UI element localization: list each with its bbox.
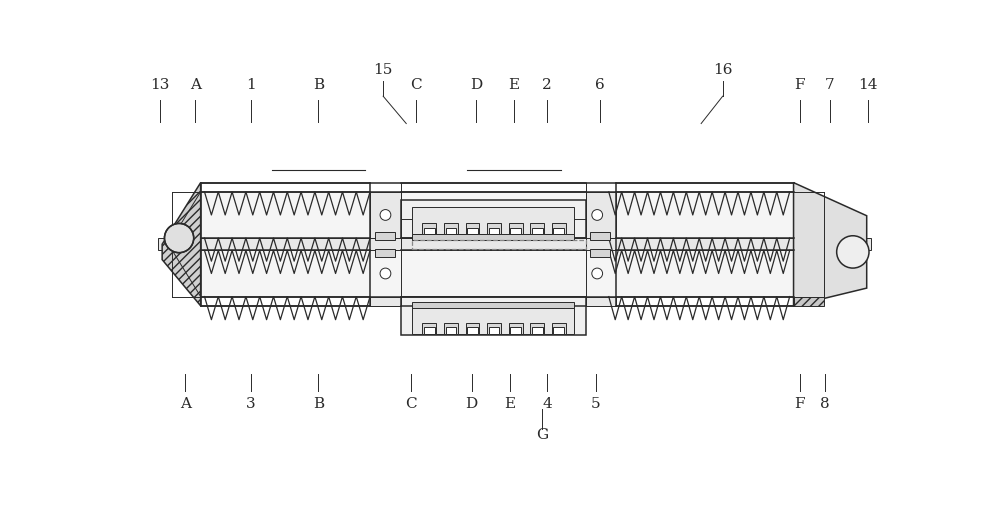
Circle shape <box>592 210 603 220</box>
Text: C: C <box>410 78 422 92</box>
Text: 2: 2 <box>542 78 552 92</box>
Bar <box>467 327 478 334</box>
Bar <box>489 228 499 234</box>
Circle shape <box>380 268 391 279</box>
Bar <box>422 323 436 334</box>
Bar <box>487 323 501 334</box>
Bar <box>412 307 574 334</box>
Bar <box>424 327 435 334</box>
Bar <box>530 323 544 334</box>
Bar <box>466 323 479 334</box>
Text: B: B <box>313 397 324 411</box>
Bar <box>412 234 574 240</box>
Text: E: E <box>508 78 520 92</box>
Text: D: D <box>466 397 478 411</box>
Bar <box>412 240 586 249</box>
Text: G: G <box>536 428 548 442</box>
Bar <box>586 297 616 306</box>
Text: 3: 3 <box>246 397 256 411</box>
Bar <box>370 297 401 306</box>
Circle shape <box>592 268 603 279</box>
Bar <box>586 192 616 238</box>
Bar <box>532 327 543 334</box>
Bar <box>422 224 436 234</box>
Bar <box>444 323 458 334</box>
Bar <box>509 323 523 334</box>
Bar <box>510 327 521 334</box>
Bar <box>158 238 871 250</box>
Bar <box>590 249 610 257</box>
Text: 4: 4 <box>542 397 552 411</box>
Text: 6: 6 <box>595 78 605 92</box>
Bar <box>553 228 564 234</box>
Bar <box>510 228 521 234</box>
Bar <box>553 327 564 334</box>
Bar <box>412 207 574 234</box>
Bar <box>487 224 501 234</box>
Bar <box>444 224 458 234</box>
Bar <box>401 200 586 238</box>
Text: C: C <box>405 397 417 411</box>
Bar <box>509 224 523 234</box>
Circle shape <box>164 224 194 252</box>
Bar <box>424 228 435 234</box>
Text: 5: 5 <box>591 397 600 411</box>
Bar <box>489 327 499 334</box>
Text: 16: 16 <box>713 62 732 77</box>
Bar <box>552 224 566 234</box>
Bar <box>467 228 478 234</box>
Text: 15: 15 <box>373 62 393 77</box>
Text: 7: 7 <box>825 78 835 92</box>
Text: 14: 14 <box>858 78 878 92</box>
Text: 13: 13 <box>150 78 170 92</box>
Bar <box>552 323 566 334</box>
Bar <box>446 327 456 334</box>
Text: F: F <box>794 78 805 92</box>
Bar <box>370 192 401 238</box>
Polygon shape <box>162 182 201 306</box>
Bar <box>401 297 586 335</box>
Bar <box>466 224 479 234</box>
Text: A: A <box>190 78 201 92</box>
Bar <box>530 224 544 234</box>
Bar <box>375 232 395 240</box>
Bar <box>446 228 456 234</box>
Text: D: D <box>470 78 482 92</box>
Bar <box>412 302 574 308</box>
Bar <box>590 232 610 240</box>
Circle shape <box>380 210 391 220</box>
Bar <box>201 192 794 238</box>
Bar <box>201 250 794 297</box>
Text: F: F <box>794 397 805 411</box>
Polygon shape <box>794 182 867 306</box>
Bar <box>375 249 395 257</box>
Text: 8: 8 <box>820 397 830 411</box>
Text: 1: 1 <box>246 78 256 92</box>
Circle shape <box>837 236 869 268</box>
Text: A: A <box>180 397 191 411</box>
Bar <box>201 238 794 250</box>
Bar <box>532 228 543 234</box>
Text: E: E <box>505 397 516 411</box>
Text: B: B <box>313 78 324 92</box>
Polygon shape <box>794 297 824 306</box>
